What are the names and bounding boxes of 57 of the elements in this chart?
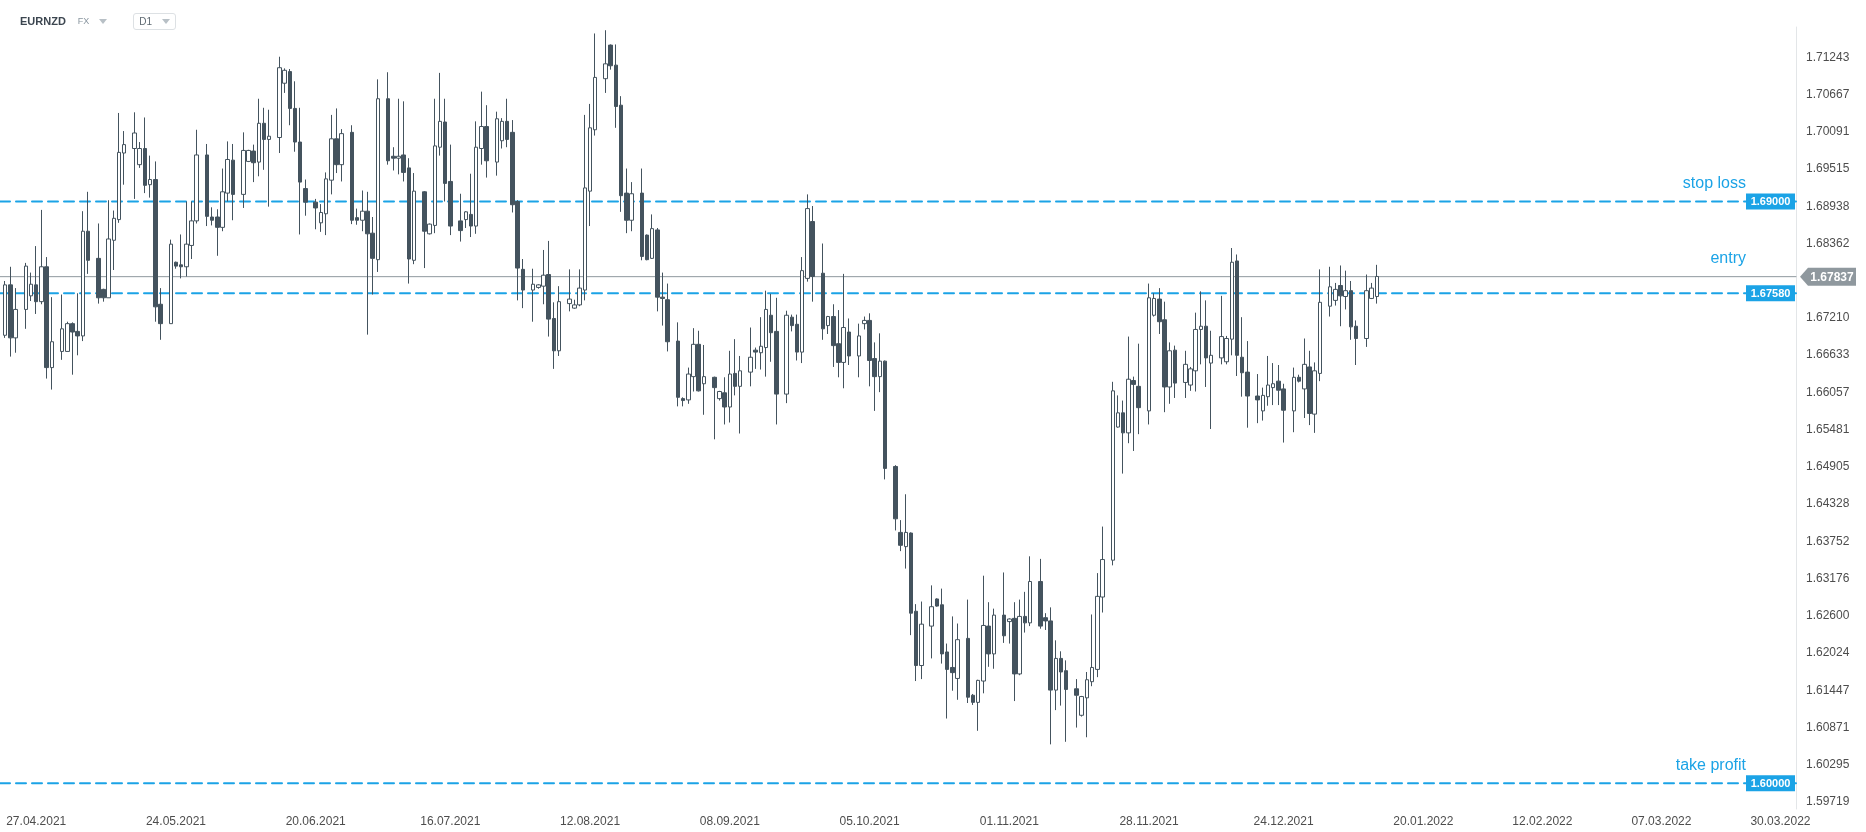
text: D1 (133, 12, 177, 30)
x-tick-label: 12.08.2021 (560, 814, 621, 828)
x-tick-label: 08.09.2021 (699, 814, 761, 828)
y-tick-label: 1.65481 (1806, 421, 1850, 436)
x-tick-label: 16.07.2021 (420, 814, 481, 828)
x-tick-label: 24.12.2021 (1253, 814, 1314, 828)
y-tick-label: 1.69515 (1806, 161, 1850, 176)
x-tick-label: 07.03.2022 (1631, 814, 1692, 828)
x-tick-label: 12.02.2022 (1512, 814, 1573, 828)
x-tick-label: 30.03.2022 (1750, 814, 1811, 828)
y-tick-label: 1.63176 (1806, 570, 1850, 585)
y-tick-label: 1.66633 (1806, 347, 1850, 362)
y-tick-label: 1.60871 (1806, 719, 1850, 734)
candlestick (893, 464, 898, 531)
y-tick-label: 1.64328 (1806, 496, 1850, 511)
ref-line-label: stop loss (1682, 174, 1746, 191)
candlestick (313, 198, 318, 230)
y-tick-label: 1.68938 (1806, 198, 1850, 213)
y-tick-label: 1.71243 (1806, 49, 1850, 64)
annotation: 1.60000 (1750, 777, 1791, 790)
y-tick-label: 1.68362 (1806, 235, 1850, 250)
y-tick-label: 1.59719 (1806, 794, 1850, 809)
x-tick-label: 01.11.2021 (979, 814, 1040, 828)
x-tick-label: 24.05.2021 (145, 814, 207, 828)
y-tick-label: 1.60295 (1806, 757, 1850, 772)
candlestick (1136, 343, 1141, 435)
y-tick-label: 1.70091 (1806, 123, 1850, 138)
candlestick (1074, 678, 1079, 729)
y-tick-label: 1.63752 (1806, 533, 1850, 548)
ref-line-label: take profit (1675, 755, 1747, 773)
annotation: 1.69000 (1750, 195, 1791, 208)
x-tick-label: 05.10.2021 (839, 814, 900, 828)
x-tick-label: 20.06.2021 (285, 814, 347, 828)
y-tick-label: 1.62600 (1806, 608, 1850, 623)
x-tick-label: 20.01.2022 (1393, 814, 1454, 828)
candlestick (458, 193, 463, 243)
y-tick-label: 1.67210 (1806, 310, 1850, 325)
x-tick-label: 27.04.2021 (6, 814, 67, 828)
text: 1.67837 (1810, 269, 1855, 284)
candlestick (521, 258, 525, 309)
x-tick-label: 28.11.2021 (1119, 814, 1179, 828)
text: FX (77, 16, 91, 26)
y-tick-label: 1.61447 (1806, 682, 1850, 697)
y-tick-label: 1.70667 (1806, 86, 1850, 101)
y-tick-label: 1.64905 (1806, 459, 1850, 474)
y-tick-label: 1.62024 (1806, 645, 1850, 660)
annotation: 1.67580 (1750, 287, 1791, 300)
candlestick (665, 283, 670, 352)
chart-title: EURNZD (20, 15, 66, 27)
y-tick-label: 1.66057 (1806, 384, 1850, 399)
candlestick (748, 327, 753, 387)
candlestick (857, 323, 861, 378)
candlestick (567, 268, 572, 312)
candlestick (676, 321, 680, 407)
candlestick (303, 179, 308, 217)
candlestick (712, 376, 717, 440)
ref-line-label: entry (1710, 249, 1746, 267)
